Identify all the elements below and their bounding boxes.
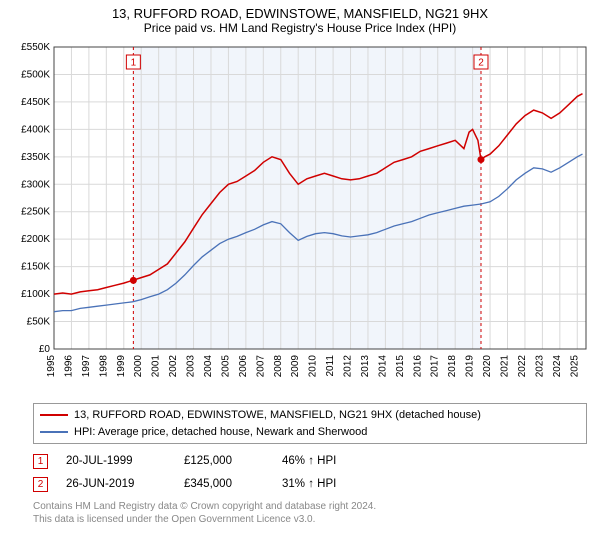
svg-text:£500K: £500K: [21, 69, 50, 80]
legend-item-1: 13, RUFFORD ROAD, EDWINSTOWE, MANSFIELD,…: [40, 407, 580, 424]
footer-line-2: This data is licensed under the Open Gov…: [33, 513, 587, 526]
svg-text:2005: 2005: [220, 355, 231, 378]
svg-text:2018: 2018: [447, 355, 458, 378]
svg-text:2000: 2000: [133, 355, 144, 378]
svg-text:2007: 2007: [255, 355, 266, 378]
svg-text:2020: 2020: [482, 355, 493, 378]
event-ratio-1: 46% ↑ HPI: [282, 450, 372, 473]
event-badge-1: 1: [33, 454, 48, 469]
svg-text:2002: 2002: [168, 355, 179, 378]
legend-label-2: HPI: Average price, detached house, Newa…: [74, 424, 367, 441]
svg-text:2014: 2014: [377, 355, 388, 378]
event-price-2: £345,000: [184, 473, 264, 496]
svg-text:£50K: £50K: [27, 317, 51, 328]
svg-text:2004: 2004: [203, 355, 214, 378]
svg-text:2008: 2008: [273, 355, 284, 378]
svg-text:£250K: £250K: [21, 207, 50, 218]
svg-text:£550K: £550K: [21, 42, 50, 53]
svg-text:2010: 2010: [308, 355, 319, 378]
svg-text:2003: 2003: [186, 355, 197, 378]
svg-text:£300K: £300K: [21, 179, 50, 190]
event-date-1: 20-JUL-1999: [66, 450, 166, 473]
legend-item-2: HPI: Average price, detached house, Newa…: [40, 424, 580, 441]
svg-text:2015: 2015: [395, 355, 406, 378]
svg-text:2006: 2006: [238, 355, 249, 378]
svg-text:2022: 2022: [517, 355, 528, 378]
chart-title: 13, RUFFORD ROAD, EDWINSTOWE, MANSFIELD,…: [8, 6, 592, 21]
event-ratio-2: 31% ↑ HPI: [282, 473, 372, 496]
svg-text:2024: 2024: [552, 355, 563, 378]
svg-text:£0: £0: [39, 344, 51, 355]
svg-text:£150K: £150K: [21, 262, 50, 273]
svg-text:1998: 1998: [98, 355, 109, 378]
svg-text:2: 2: [478, 58, 484, 69]
svg-text:2001: 2001: [151, 355, 162, 378]
svg-text:2021: 2021: [500, 355, 511, 378]
svg-text:1999: 1999: [116, 355, 127, 378]
svg-text:2025: 2025: [569, 355, 580, 378]
event-row-1: 1 20-JUL-1999 £125,000 46% ↑ HPI: [33, 450, 587, 473]
legend-label-1: 13, RUFFORD ROAD, EDWINSTOWE, MANSFIELD,…: [74, 407, 481, 424]
svg-text:£200K: £200K: [21, 234, 50, 245]
event-price-1: £125,000: [184, 450, 264, 473]
svg-text:1997: 1997: [81, 355, 92, 378]
legend: 13, RUFFORD ROAD, EDWINSTOWE, MANSFIELD,…: [33, 403, 587, 444]
footer-line-1: Contains HM Land Registry data © Crown c…: [33, 500, 587, 513]
footer-attribution: Contains HM Land Registry data © Crown c…: [33, 500, 587, 526]
chart-subtitle: Price paid vs. HM Land Registry's House …: [8, 21, 592, 35]
svg-text:2009: 2009: [290, 355, 301, 378]
svg-text:2019: 2019: [465, 355, 476, 378]
svg-text:£100K: £100K: [21, 289, 50, 300]
svg-text:2016: 2016: [412, 355, 423, 378]
svg-text:£350K: £350K: [21, 152, 50, 163]
event-date-2: 26-JUN-2019: [66, 473, 166, 496]
svg-text:1995: 1995: [46, 355, 57, 378]
svg-text:2023: 2023: [534, 355, 545, 378]
svg-text:1: 1: [131, 58, 137, 69]
svg-text:2012: 2012: [343, 355, 354, 378]
chart-area: £0 £50K £100K £150K £200K £250K £300K £350K £400…: [8, 39, 592, 395]
svg-text:2017: 2017: [430, 355, 441, 378]
event-badge-2: 2: [33, 477, 48, 492]
svg-text:2011: 2011: [325, 355, 336, 377]
event-row-2: 2 26-JUN-2019 £345,000 31% ↑ HPI: [33, 473, 587, 496]
svg-text:£400K: £400K: [21, 124, 50, 135]
svg-text:£450K: £450K: [21, 97, 50, 108]
svg-text:2013: 2013: [360, 355, 371, 378]
svg-text:1996: 1996: [63, 355, 74, 378]
events-table: 1 20-JUL-1999 £125,000 46% ↑ HPI 2 26-JU…: [33, 450, 587, 496]
line-chart: £0 £50K £100K £150K £200K £250K £300K £350K £400…: [8, 39, 592, 395]
